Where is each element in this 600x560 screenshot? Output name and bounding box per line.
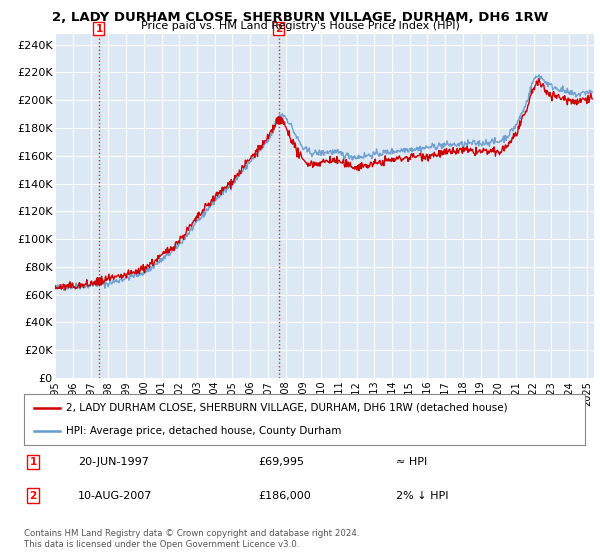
Text: £69,995: £69,995: [258, 457, 304, 467]
Text: Contains HM Land Registry data © Crown copyright and database right 2024.
This d: Contains HM Land Registry data © Crown c…: [24, 529, 359, 549]
Text: 2: 2: [29, 491, 37, 501]
Text: 2% ↓ HPI: 2% ↓ HPI: [396, 491, 449, 501]
Text: HPI: Average price, detached house, County Durham: HPI: Average price, detached house, Coun…: [66, 426, 341, 436]
Text: 10-AUG-2007: 10-AUG-2007: [78, 491, 152, 501]
Text: ≈ HPI: ≈ HPI: [396, 457, 427, 467]
Text: 2: 2: [275, 24, 283, 34]
Text: 1: 1: [95, 24, 103, 34]
Text: £186,000: £186,000: [258, 491, 311, 501]
Text: Price paid vs. HM Land Registry's House Price Index (HPI): Price paid vs. HM Land Registry's House …: [140, 21, 460, 31]
Text: 2, LADY DURHAM CLOSE, SHERBURN VILLAGE, DURHAM, DH6 1RW (detached house): 2, LADY DURHAM CLOSE, SHERBURN VILLAGE, …: [66, 403, 508, 413]
Text: 1: 1: [29, 457, 37, 467]
Text: 20-JUN-1997: 20-JUN-1997: [78, 457, 149, 467]
Text: 2, LADY DURHAM CLOSE, SHERBURN VILLAGE, DURHAM, DH6 1RW: 2, LADY DURHAM CLOSE, SHERBURN VILLAGE, …: [52, 11, 548, 24]
